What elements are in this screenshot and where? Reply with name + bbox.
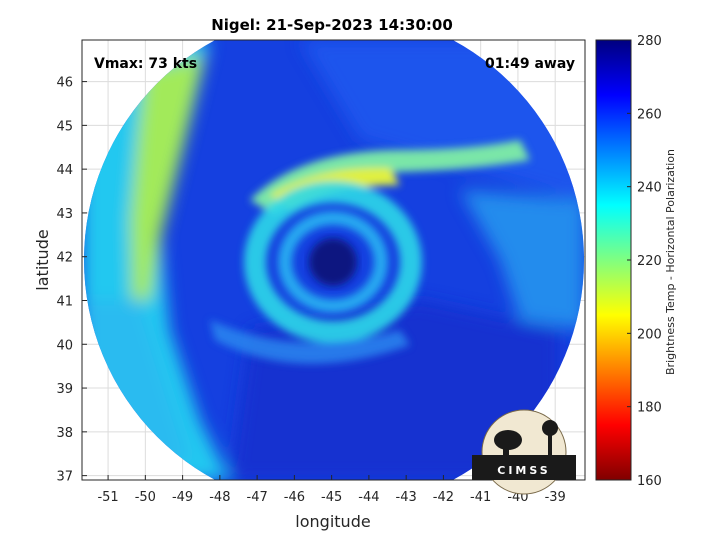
y-tick-label: 43 (56, 207, 73, 222)
x-tick-label: -42 (433, 490, 454, 505)
brightness-swath (84, 40, 584, 480)
y-tick-label: 42 (56, 251, 73, 266)
y-axis-label: latitude (33, 229, 52, 290)
colorbar-label: Brightness Temp - Horizontal Polarizatio… (664, 149, 677, 375)
colorbar-tick-label: 200 (637, 327, 662, 342)
x-axis: -51 -50 -49 -48 -47 -46 -45 -44 -43 -42 -41 -40 -39 (97, 475, 566, 505)
colorbar-tick-label: 180 (637, 401, 662, 416)
y-axis: 37 38 39 40 41 42 43 44 45 46 (56, 76, 87, 485)
x-tick-label: -44 (358, 490, 379, 505)
x-tick-label: -45 (321, 490, 342, 505)
y-tick-label: 41 (56, 294, 73, 309)
y-tick-label: 45 (56, 119, 73, 134)
y-tick-label: 38 (56, 426, 73, 441)
x-tick-label: -46 (284, 490, 305, 505)
colorbar-tick-label: 280 (637, 34, 662, 49)
x-tick-label: -47 (247, 490, 268, 505)
chart-title: Nigel: 21-Sep-2023 14:30:00 (211, 16, 453, 34)
x-tick-label: -50 (135, 490, 156, 505)
colorbar-tick-label: 240 (637, 181, 662, 196)
vmax-annotation: Vmax: 73 kts (94, 56, 197, 72)
x-tick-label: -39 (545, 490, 566, 505)
time-away-annotation: 01:49 away (485, 56, 575, 72)
colorbar-tick-label: 160 (637, 474, 662, 489)
y-tick-label: 44 (56, 163, 73, 178)
x-tick-label: -43 (396, 490, 417, 505)
colorbar-ticks: 160 180 200 220 240 260 280 (627, 34, 662, 489)
colorbar (595, 39, 632, 481)
cimss-logo-text: CIMSS (497, 464, 550, 477)
x-tick-label: -48 (209, 490, 230, 505)
y-tick-label: 39 (56, 382, 73, 397)
cimss-logo: CIMSS (472, 409, 576, 495)
x-axis-label: longitude (295, 512, 370, 531)
x-tick-label: -51 (97, 490, 118, 505)
axes-frame (81, 39, 586, 481)
x-tick-label: -41 (470, 490, 491, 505)
x-tick-label: -49 (172, 490, 193, 505)
y-tick-label: 40 (56, 338, 73, 353)
colorbar-tick-label: 260 (637, 107, 662, 122)
y-tick-label: 46 (56, 76, 73, 91)
y-tick-label: 37 (56, 470, 73, 485)
colorbar-tick-label: 220 (637, 254, 662, 269)
